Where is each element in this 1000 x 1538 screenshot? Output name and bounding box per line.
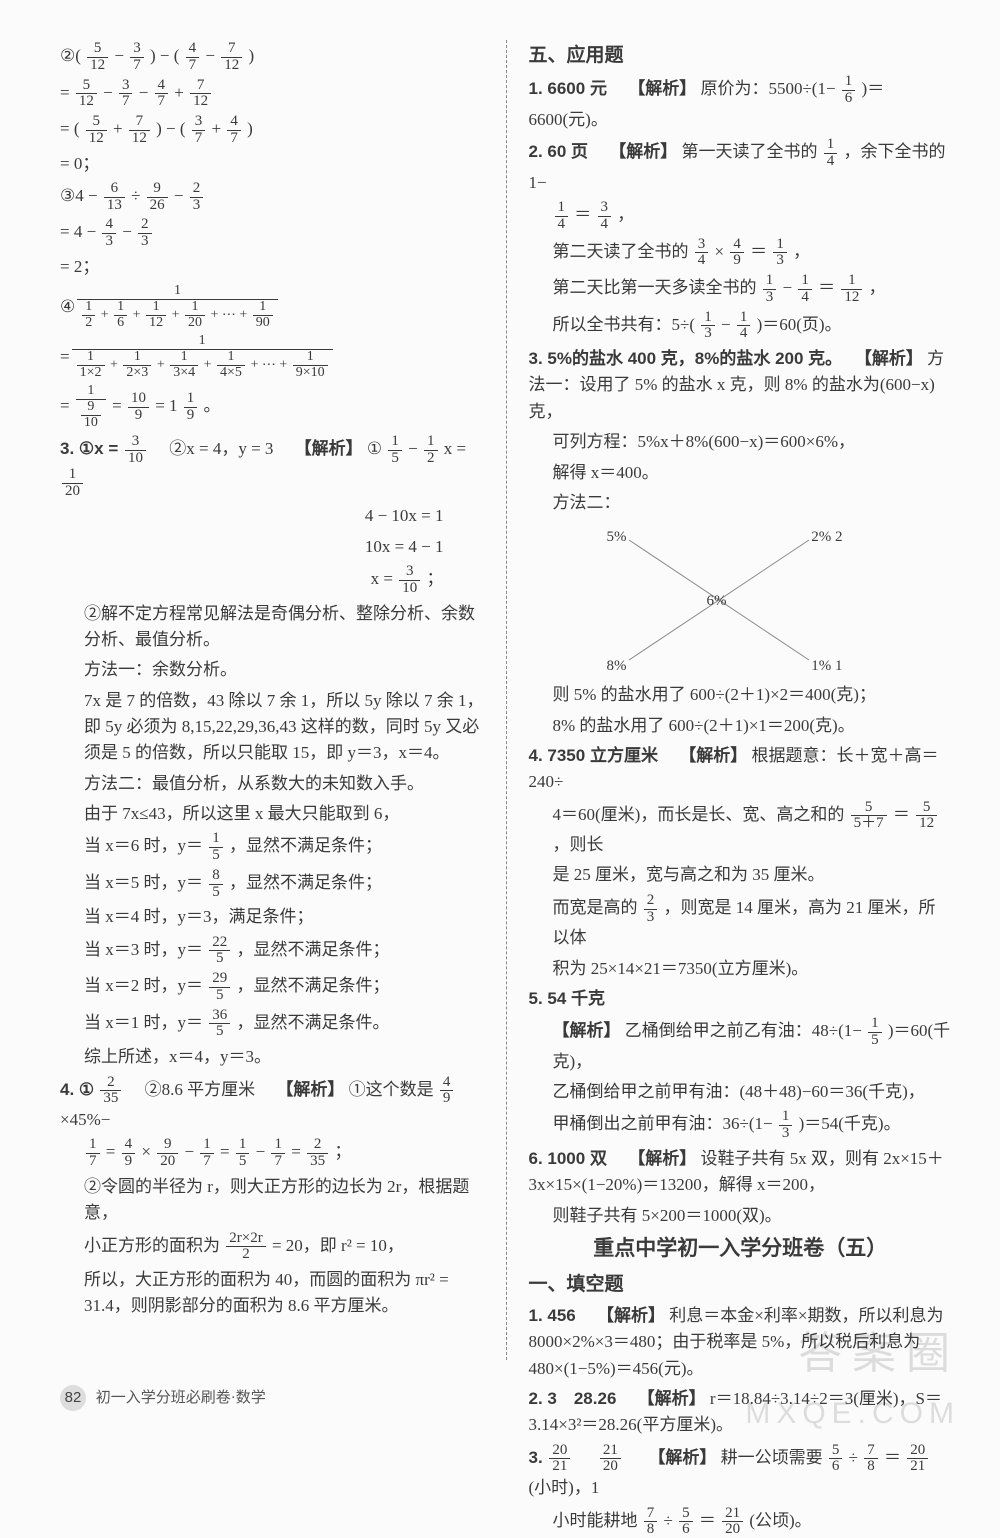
r-q4-l3: 而宽是高的 23 ，则宽是 14 厘米，高为 21 厘米，所以体 bbox=[529, 893, 953, 952]
f1: 1. 456 【解析】 利息＝本金×利率×期数，所以利息为 8000×2%×3＝… bbox=[529, 1303, 953, 1382]
cross-diagram: 5% 2% 2 6% 8% 1% 1 bbox=[589, 520, 849, 680]
cross-bl: 8% bbox=[607, 655, 627, 678]
q3-c6: 当 x＝1 时，y＝ 365 ，显然不满足条件。 bbox=[60, 1008, 484, 1041]
page-footer: 82 初一入学分班必刷卷·数学 bbox=[60, 1385, 266, 1411]
calc2-line2: = 512 − 37 − 47 + 712 bbox=[60, 78, 484, 111]
q3-p2: 方法一：余数分析。 bbox=[60, 657, 484, 683]
q4-p2: 小正方形的面积为 2r×2r2 = 20，即 r² = 10， bbox=[60, 1231, 484, 1264]
q3-c4: 当 x＝3 时，y＝ 225 ，显然不满足条件； bbox=[60, 935, 484, 968]
q3-r2: 10x = 4 − 1 bbox=[60, 534, 484, 560]
r-q3-p5: 8% 的盐水用了 600÷(2＋1)×1＝200(克)。 bbox=[529, 713, 953, 739]
q4-head: 4. ① 235 ②8.6 平方厘米 【解析】 ①这个数是 49 ×45%− bbox=[60, 1075, 484, 1134]
r-q1: 1. 6600 元 【解析】 原价为：5500÷(1− 16 )＝6600(元)… bbox=[529, 74, 953, 133]
r-q5-l2: 甲桶倒出之前甲有油：36÷(1− 13 )＝54(千克)。 bbox=[529, 1109, 953, 1142]
r-q3-head: 3. 5%的盐水 400 克，8%的盐水 200 克。 【解析】 方法一：设用了… bbox=[529, 346, 953, 425]
r-q5-head: 5. 54 千克 bbox=[529, 986, 953, 1012]
q3-p4: 方法二：最值分析，从系数大的未知数入手。 bbox=[60, 771, 484, 797]
calc4-line1: ④ 1 12 + 16 + 112 + 120 + ⋯ + 190 bbox=[60, 284, 484, 330]
q4-p1: ②令圆的半径为 r，则大正方形的边长为 2r，根据题意， bbox=[60, 1174, 484, 1227]
q3-r1: 4 − 10x = 1 bbox=[60, 503, 484, 529]
f2: 2. 3 28.26 【解析】 r＝18.84÷3.14÷2＝3(厘米)，S＝3… bbox=[529, 1386, 953, 1439]
calc2-line3: = ( 512 + 712 ) − ( 37 + 47 ) bbox=[60, 114, 484, 147]
q3-p1: ②解不定方程常见解法是奇偶分析、整除分析、余数分析、最值分析。 bbox=[60, 601, 484, 654]
r-q5-p1: 乙桶倒给甲之前甲有油：(48＋48)−60＝36(千克)， bbox=[529, 1079, 953, 1105]
r-q6-head: 6. 1000 双 【解析】 设鞋子共有 5x 双，则有 2x×15＋3x×15… bbox=[529, 1146, 953, 1199]
calc3-line1: ③4 − 613 ÷ 926 − 23 bbox=[60, 181, 484, 214]
q3-c1: 当 x＝6 时，y＝ 15 ，显然不满足条件； bbox=[60, 831, 484, 864]
r-q4-p2: 积为 25×14×21＝7350(立方厘米)。 bbox=[529, 956, 953, 982]
footer-text: 初一入学分班必刷卷·数学 bbox=[96, 1390, 266, 1406]
cross-tr: 2% 2 bbox=[811, 526, 842, 549]
page-content: ②( 512 − 37 ) − ( 47 − 712 ) = 512 − 37 … bbox=[0, 0, 1000, 1390]
r-q6-p1: 则鞋子共有 5×200＝1000(双)。 bbox=[529, 1203, 953, 1229]
right-column: 五、应用题 1. 6600 元 【解析】 原价为：5500÷(1− 16 )＝6… bbox=[529, 40, 953, 1360]
q4-p3: 所以，大正方形的面积为 40，而圆的面积为 πr² = 31.4，则阴影部分的面… bbox=[60, 1267, 484, 1320]
r-q2-l5: 所以全书共有：5÷( 13 − 14 )＝60(页)。 bbox=[529, 310, 953, 343]
paper-title: 重点中学初一入学分班卷（五） bbox=[529, 1233, 953, 1266]
calc2-line1: ②( 512 − 37 ) − ( 47 − 712 ) bbox=[60, 41, 484, 74]
section-5-title: 五、应用题 bbox=[529, 41, 953, 70]
r-q2-l3: 第二天读了全书的 34 × 49 ＝ 13 ， bbox=[529, 237, 953, 270]
r-q2-l4: 第二天比第一天多读全书的 13 − 14 ＝ 112 ， bbox=[529, 273, 953, 306]
r-q4-p1: 是 25 厘米，宽与高之和为 35 厘米。 bbox=[529, 862, 953, 888]
f3-l2: 小时能耕地 78 ÷ 56 ＝ 2120 (公顷)。 bbox=[529, 1506, 953, 1538]
q3-p6: 综上所述，x＝4，y＝3。 bbox=[60, 1044, 484, 1070]
calc4-line3: = 1 910 = 109 = 1 19 。 bbox=[60, 384, 484, 430]
r-q5-l1: 【解析】 乙桶倒给甲之前乙有油：48÷(1− 15 )＝60(千克)， bbox=[529, 1016, 953, 1075]
calc2-line4: = 0； bbox=[60, 151, 484, 177]
cross-mid: 6% bbox=[707, 590, 727, 613]
q3-c5: 当 x＝2 时，y＝ 295 ，显然不满足条件； bbox=[60, 971, 484, 1004]
q3-p3: 7x 是 7 的倍数，43 除以 7 余 1，所以 5y 除以 7 余 1，即 … bbox=[60, 688, 484, 767]
r-q4-l2: 4＝60(厘米)，而长是长、宽、高之和的 55＋7 ＝ 512 ，则长 bbox=[529, 800, 953, 859]
column-divider bbox=[506, 40, 507, 1360]
cross-br: 1% 1 bbox=[811, 655, 842, 678]
q3-p5: 由于 7x≤43，所以这里 x 最大只能取到 6， bbox=[60, 801, 484, 827]
f3-head: 3. 2021 2120 【解析】 耕一公顷需要 56 ÷ 78 ＝ 2021 … bbox=[529, 1443, 953, 1502]
q4-l2: 17 = 49 × 920 − 17 = 15 − 17 = 235 ； bbox=[60, 1137, 484, 1170]
r-q3-p2: 解得 x＝400。 bbox=[529, 460, 953, 486]
r-q3-p3: 方法二： bbox=[529, 490, 953, 516]
r-q3-p4: 则 5% 的盐水用了 600÷(2＋1)×2＝400(克)； bbox=[529, 682, 953, 708]
left-column: ②( 512 − 37 ) − ( 47 − 712 ) = 512 − 37 … bbox=[60, 40, 484, 1360]
section-1-title: 一、填空题 bbox=[529, 1270, 953, 1299]
calc3-line3: = 2； bbox=[60, 254, 484, 280]
q3-c2: 当 x＝5 时，y＝ 85 ，显然不满足条件； bbox=[60, 868, 484, 901]
r-q3-p1: 可列方程：5%x＋8%(600−x)＝600×6%， bbox=[529, 429, 953, 455]
q3-head: 3. ①x = 310 ②x = 4，y = 3 【解析】 ① 15 − 12 … bbox=[60, 434, 484, 499]
calc4-line2: = 1 11×2 + 12×3 + 13×4 + 14×5 + ⋯ + 19×1… bbox=[60, 334, 484, 380]
cross-tl: 5% bbox=[607, 526, 627, 549]
calc3-line2: = 4 − 43 − 23 bbox=[60, 217, 484, 250]
r-q2-head: 2. 60 页 【解析】 第一天读了全书的 14 ，余下全书的 1− bbox=[529, 137, 953, 196]
q3-r3: x = 310 ； bbox=[60, 564, 484, 597]
r-q4-head: 4. 7350 立方厘米 【解析】 根据题意：长＋宽＋高＝240÷ bbox=[529, 743, 953, 796]
r-q2-l2: 14 ＝ 34 ， bbox=[529, 200, 953, 233]
q3-c3: 当 x＝4 时，y＝3，满足条件； bbox=[60, 904, 484, 930]
page-number: 82 bbox=[60, 1385, 86, 1411]
